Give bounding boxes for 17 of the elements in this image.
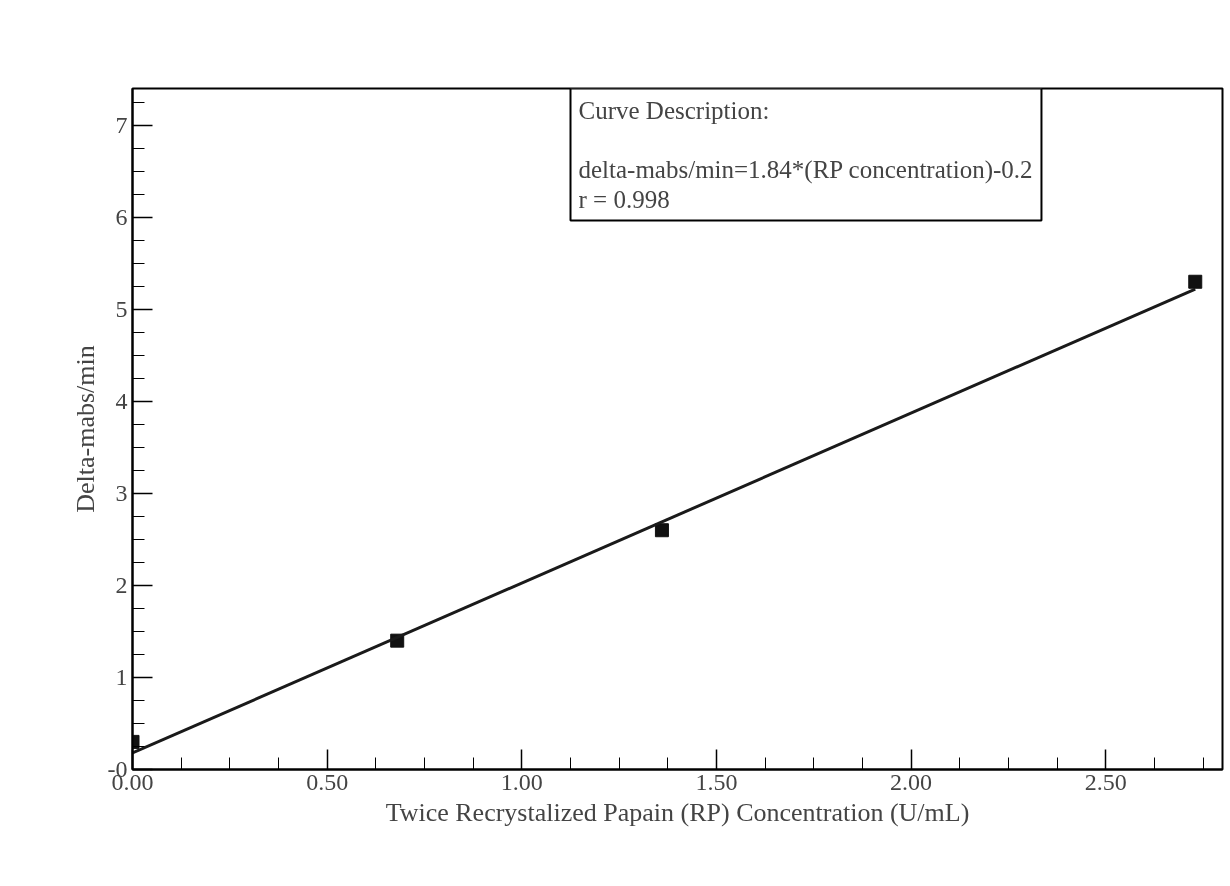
annotation: delta-mabs/min=1.84*(RP concentration)-0.2	[578, 155, 1033, 184]
annotation: r = 0.998	[578, 185, 670, 213]
x-axis-title: Twice Recrystalized Papain (RP) Concentration (U/mL)	[385, 797, 970, 827]
x-tick-label: 2.00	[890, 768, 933, 795]
x-tick-label: 1.00	[500, 768, 543, 795]
y-tick-label: 7	[115, 111, 128, 138]
y-tick-label: 4	[115, 387, 128, 414]
y-tick-label: 5	[115, 295, 128, 322]
y-tick-label: 1	[115, 663, 128, 690]
x-tick-label: 2.50	[1084, 768, 1127, 795]
annotation: Curve Description:	[578, 96, 770, 124]
y-axis-title: Delta-mabs/min	[70, 345, 100, 513]
x-tick-label: 1.50	[695, 768, 738, 795]
y-tick-label: 6	[115, 203, 128, 230]
y-tick-label: 3	[115, 479, 128, 506]
y-tick-label: 2	[115, 571, 128, 598]
x-tick-label: 0.50	[306, 768, 349, 795]
